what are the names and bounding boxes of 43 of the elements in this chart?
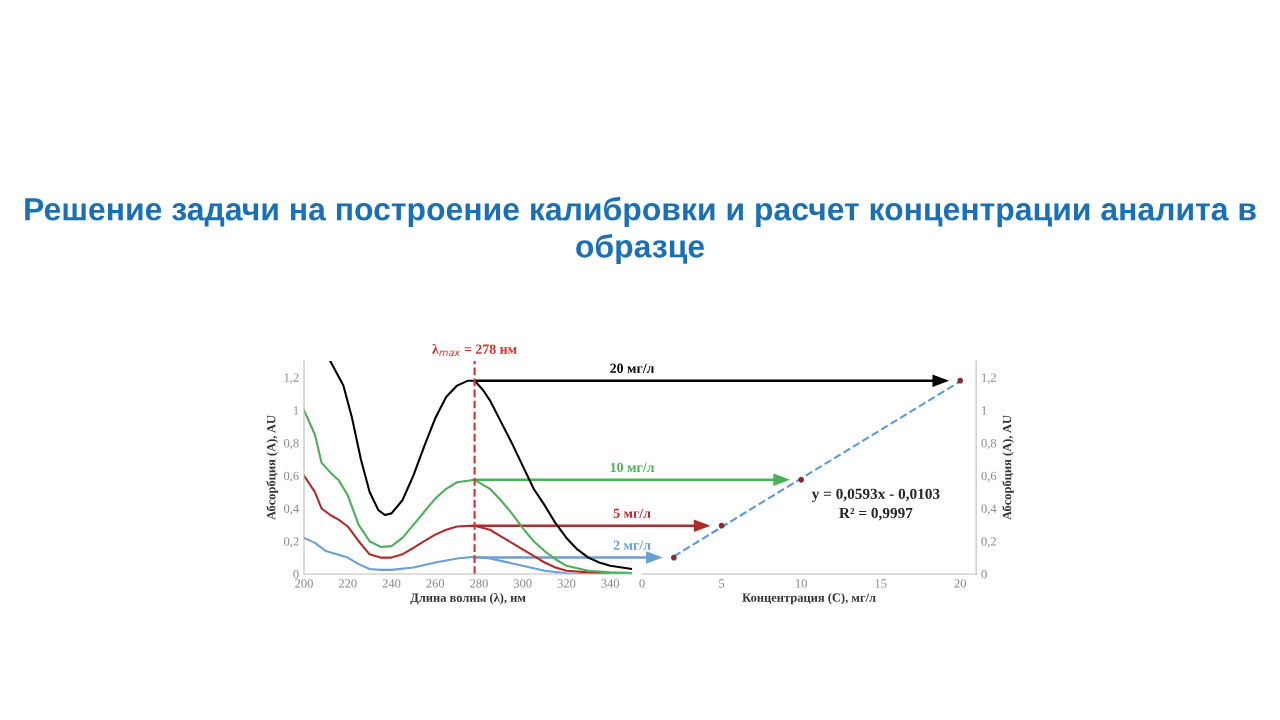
x-tick-label: 5 bbox=[719, 579, 725, 588]
x-tick-label: 280 bbox=[470, 579, 488, 588]
y-tick-label: 1 bbox=[293, 406, 299, 415]
point bbox=[718, 522, 725, 529]
x-axis-title: Концентрация (C), мг/л bbox=[742, 592, 876, 605]
point bbox=[670, 554, 677, 561]
y-axis-title: Абсорбция (A), AU bbox=[266, 415, 278, 520]
y2-axis-title: Абсорбция (A), AU bbox=[1002, 415, 1014, 520]
text: 20 мг/л bbox=[610, 363, 655, 373]
point bbox=[798, 476, 805, 483]
x-tick-label: 15 bbox=[875, 579, 887, 588]
annotation: y = 0,0593x - 0,0103 bbox=[811, 488, 940, 503]
x-axis-title: Длина волны (λ), нм bbox=[410, 592, 526, 605]
x-tick-label: 10 bbox=[795, 579, 807, 588]
y2-tick-label: 0,4 bbox=[981, 504, 997, 515]
y-tick-label: 0,6 bbox=[283, 471, 299, 482]
y2-tick-label: 0,6 bbox=[981, 471, 997, 482]
x-tick-label: 260 bbox=[426, 579, 445, 588]
x-tick-label: 0 bbox=[639, 579, 645, 588]
x-tick-label: 240 bbox=[382, 579, 401, 588]
x-tick-label: 340 bbox=[601, 579, 620, 588]
x-tick-label: 200 bbox=[295, 579, 313, 588]
y2-tick-label: 0 bbox=[981, 570, 987, 579]
y-tick-label: 0,4 bbox=[283, 504, 299, 515]
y2-tick-label: 1 bbox=[982, 406, 987, 415]
chart-title: Решение задачи на построение калибровки и расчет концентрации аналита в образце bbox=[25, 196, 1256, 264]
series-label: 2 мг/л bbox=[613, 540, 651, 550]
text: 10 мг/л bbox=[610, 462, 655, 473]
annotation: R² = 0,9997 bbox=[839, 507, 913, 521]
x-tick-label: 220 bbox=[338, 579, 357, 588]
y-tick-label: 0 bbox=[293, 570, 299, 579]
x-tick-label: 320 bbox=[557, 579, 576, 588]
y2-tick-label: 0,2 bbox=[981, 537, 996, 548]
y-tick-label: 0,8 bbox=[283, 438, 299, 450]
x-tick-label: 20 bbox=[954, 579, 966, 588]
y-tick-label: 0,2 bbox=[283, 537, 299, 548]
point bbox=[957, 377, 964, 384]
text: 5 мг/л bbox=[613, 508, 651, 518]
ref-line-label: λ$_{max}$ = 278 нм bbox=[432, 343, 517, 357]
y-tick-label: 1,2 bbox=[284, 373, 299, 384]
y2-tick-label: 1,2 bbox=[982, 373, 996, 384]
y2-tick-label: 0,8 bbox=[981, 438, 997, 450]
x-tick-label: 300 bbox=[513, 579, 532, 588]
